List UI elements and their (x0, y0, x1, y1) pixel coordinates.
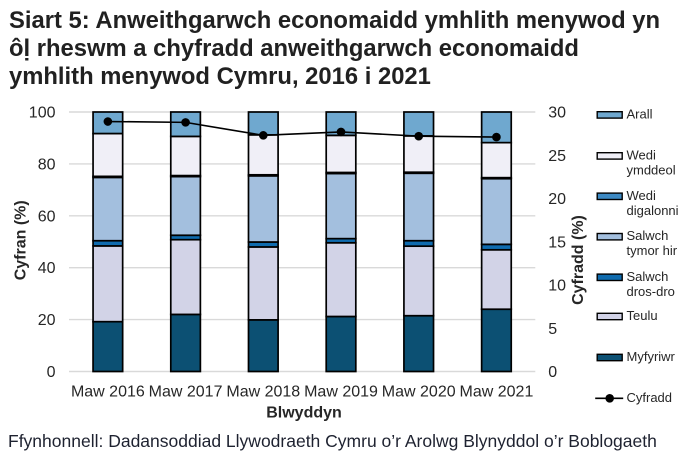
legend-swatch (596, 273, 623, 282)
left-axis-tick-label: 100 (29, 105, 56, 122)
x-axis-title: Blwyddyn (266, 405, 342, 422)
right-axis-tick-label: 0 (548, 364, 557, 381)
x-axis-tick-label: Maw 2019 (304, 383, 378, 400)
legend-label: Wedi (627, 147, 656, 162)
legend-item-arall: Arall (596, 106, 653, 121)
bar-segment-salwch-tymor-hir (92, 176, 124, 242)
legend-label: Salwch (627, 269, 669, 284)
legend-label: tymor hir (627, 243, 678, 258)
bar-segment-wedi-ymddeol (403, 135, 435, 174)
legend-label: Teulu (627, 308, 658, 323)
bar-segment-teulu (480, 248, 513, 311)
rate-marker (414, 131, 424, 141)
rate-marker (492, 132, 501, 142)
bar-segment-wedi-ymddeol (247, 133, 279, 176)
legend: ArallWediymddeolWedidigalonniSalwchtymor… (595, 106, 679, 405)
rate-line-series (103, 117, 501, 142)
right-axis-tick-label: 15 (548, 234, 566, 251)
right-axis-tick-label: 20 (548, 191, 566, 208)
left-axis-tick-label: 20 (38, 312, 56, 329)
bar-segment-myfyriwr (325, 315, 357, 373)
legend-swatch (596, 232, 623, 241)
rate-marker (336, 127, 346, 137)
legend-swatch (596, 312, 623, 321)
left-axis-title: Cyfran (%) (13, 200, 30, 280)
bar-segment-salwch-tymor-hir (247, 174, 279, 243)
legend-swatch (596, 353, 623, 362)
bar-segment-wedi-ymddeol (169, 135, 202, 177)
x-axis-tick-label: Maw 2017 (149, 383, 223, 400)
right-axis-tick-label: 30 (548, 105, 566, 122)
x-axis-tick-label: Maw 2020 (382, 383, 456, 400)
bar-maw-2016 (92, 111, 124, 373)
rate-marker (181, 118, 190, 127)
legend-label: Myfyriwr (627, 349, 676, 364)
legend-label: Salwch (627, 228, 669, 243)
bar-series (92, 111, 513, 373)
chart-title-line-2: ôḷ rheswm a chyfradd anweithgarwch econo… (9, 34, 579, 62)
gridlines (69, 111, 536, 373)
right-axis-tick-label: 5 (548, 321, 557, 338)
bar-maw-2021 (480, 111, 513, 373)
left-axis-tick-label: 0 (47, 364, 56, 381)
legend-label: digalonni (627, 203, 679, 218)
bar-segment-salwch-tymor-hir (325, 172, 357, 240)
right-axis-tick-label: 10 (548, 278, 566, 295)
source-note: Ffynhonnell: Dadansoddiad Llywodraeth Cy… (8, 430, 657, 451)
rate-marker (103, 117, 113, 126)
bar-segment-salwch-tymor-hir (169, 175, 202, 237)
legend-label: Arall (627, 106, 653, 121)
bar-segment-teulu (247, 246, 279, 321)
legend-label: Wedi (627, 188, 656, 203)
bar-segment-wedi-ymddeol (92, 132, 124, 178)
bar-segment-salwch-tymor-hir (403, 172, 435, 242)
legend-item-teulu: Teulu (596, 308, 658, 323)
legend-label: Cyfradd (627, 390, 673, 405)
bar-segment-teulu (403, 245, 435, 317)
left-axis-tick-label: 80 (38, 156, 56, 173)
left-axis-tick-label: 40 (38, 260, 56, 277)
rate-marker (258, 131, 268, 140)
bar-segment-myfyriwr (247, 319, 279, 373)
right-axis-tick-label: 25 (548, 148, 566, 165)
bar-segment-teulu (325, 241, 357, 318)
bar-maw-2017 (169, 111, 202, 373)
bar-maw-2020 (403, 111, 435, 373)
bar-segment-myfyriwr (480, 308, 513, 373)
legend-swatch (596, 151, 623, 160)
bar-maw-2018 (247, 111, 279, 373)
x-axis-tick-label: Maw 2021 (460, 383, 534, 400)
x-axis-tick-label: Maw 2016 (71, 383, 145, 400)
bar-segment-teulu (169, 238, 202, 316)
chart-title-line-1: Siart 5: Anweithgarwch economaidd ymhlit… (9, 6, 660, 34)
axis-labels: 0 20 40 60 80 100 0 5 10 15 20 25 30 Maw 2016 Maw 2017… (13, 105, 588, 422)
bar-segment-myfyriwr (403, 314, 435, 373)
legend-item-cyfradd: Cyfradd (595, 390, 672, 405)
legend-swatch (596, 110, 623, 119)
legend-marker-sample (605, 394, 614, 403)
bar-segment-myfyriwr (169, 313, 202, 373)
right-axis-title: Cyfradd (%) (570, 215, 587, 305)
bar-segment-teulu (92, 245, 124, 323)
bar-segment-wedi-ymddeol (325, 134, 357, 174)
bar-segment-wedi-ymddeol (480, 141, 513, 179)
legend-label: dros-dro (627, 284, 675, 299)
legend-swatch (596, 192, 623, 201)
x-axis-tick-label: Maw 2018 (226, 383, 300, 400)
legend-label: ymddeol (627, 162, 676, 177)
chart-title-line-3: ymhlith menywod Cymru, 2016 i 2021 (9, 62, 431, 90)
bar-maw-2019 (325, 111, 357, 373)
legend-item-myfyriwr: Myfyriwr (596, 349, 676, 364)
chart-title: Siart 5: Anweithgarwch economaidd ymhlit… (9, 7, 660, 91)
bar-segment-myfyriwr (92, 320, 124, 373)
rate-line (107, 120, 497, 138)
left-axis-tick-label: 60 (38, 208, 56, 225)
bar-segment-salwch-tymor-hir (480, 177, 513, 246)
